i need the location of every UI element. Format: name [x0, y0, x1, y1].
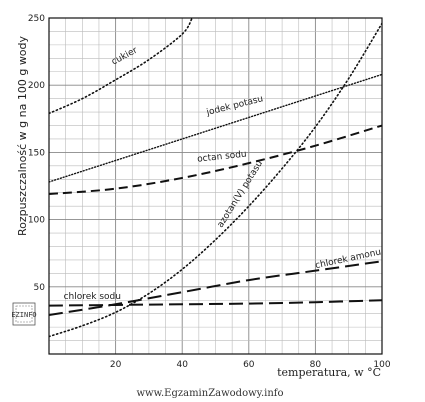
series-line-octan-sodu	[49, 124, 382, 196]
y-axis-label: Rozpuszczalność w g na 100 g wody	[16, 35, 29, 236]
series-label-chlorek-amonu: chlorek amonu	[314, 247, 382, 271]
series-line-chlorek-sodu	[49, 299, 382, 307]
series-label-octan-sodu: octan sodu	[197, 150, 247, 165]
series-line-azotan-v-potasu	[49, 22, 382, 338]
series-label-cukier: cukier	[110, 46, 139, 68]
tick-labels: 50 100 150 200 250 20 40 60 80 100	[28, 14, 391, 370]
x-tick-label: 100	[373, 360, 390, 370]
x-tick-label: 40	[176, 360, 188, 370]
series-label-chlorek-sodu: chlorek sodu	[64, 292, 121, 302]
y-tick-label: 100	[28, 216, 45, 226]
series-lines	[49, 18, 382, 338]
series-line-jodek-potasu	[49, 73, 382, 183]
grid	[49, 18, 382, 354]
plot-frame	[48, 17, 383, 355]
y-tick-label: 250	[28, 14, 45, 24]
y-tick-label: 200	[28, 81, 45, 91]
series-line-cukier	[49, 18, 193, 115]
y-tick-label: 150	[28, 148, 45, 158]
x-axis-label: temperatura, w °C	[277, 366, 381, 379]
y-tick-label: 50	[34, 283, 46, 293]
stamp-text: EZINFO	[11, 311, 36, 319]
watermark: www.EgzaminZawodowy.info	[136, 388, 283, 399]
x-tick-label: 60	[243, 360, 255, 370]
stamp-logo: EZINFO	[11, 302, 37, 326]
x-tick-label: 20	[110, 360, 122, 370]
x-tick-label: 80	[310, 360, 322, 370]
